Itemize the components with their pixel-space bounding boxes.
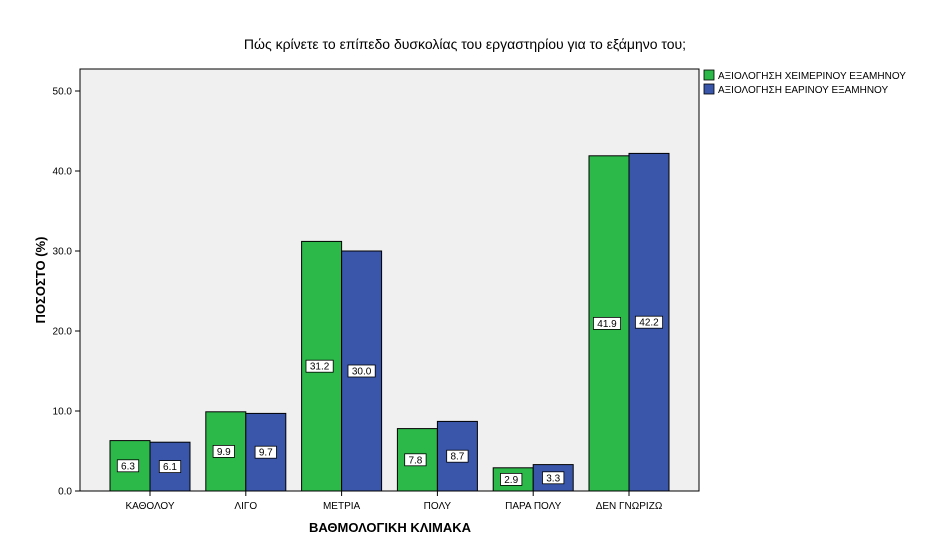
data-label: 9.7 <box>259 448 273 459</box>
legend-swatch <box>703 69 715 81</box>
data-label: 41.9 <box>597 319 617 330</box>
y-tick-label: 0.0 <box>58 487 72 498</box>
y-tick-label: 30.0 <box>53 247 73 258</box>
y-tick-label: 50.0 <box>53 87 73 98</box>
x-tick-label: ΜΕΤΡΙΑ <box>323 501 361 512</box>
data-label-box <box>347 364 376 378</box>
data-label-box <box>254 445 277 459</box>
x-axis-title: ΒΑΘΜΟΛΟΓΙΚΗ ΚΛΙΜΑΚΑ <box>309 520 472 535</box>
x-tick-label: ΠΟΛΥ <box>424 501 452 512</box>
data-label: 31.2 <box>310 362 330 373</box>
data-label-box <box>593 316 622 330</box>
x-tick-label: ΠΑΡΑ ΠΟΛΥ <box>505 501 561 512</box>
legend-label: ΑΞΙΟΛΟΓΗΣΗ ΕΑΡΙΝΟΥ ΕΞΑΜΗΝΟΥ <box>718 85 889 96</box>
legend-swatch <box>703 83 715 95</box>
data-label-box <box>500 472 523 486</box>
data-label-box <box>404 453 427 467</box>
data-label: 6.1 <box>163 462 177 473</box>
data-label: 6.3 <box>121 461 135 472</box>
data-label: 42.2 <box>639 318 659 329</box>
legend-label: ΑΞΙΟΛΟΓΗΣΗ ΧΕΙΜΕΡΙΝΟΥ ΕΞΑΜΗΝΟΥ <box>718 71 906 82</box>
y-tick-label: 20.0 <box>53 327 73 338</box>
data-label: 30.0 <box>352 367 372 378</box>
y-tick-label: 40.0 <box>53 167 73 178</box>
data-label-box <box>212 444 235 458</box>
data-label: 7.8 <box>408 455 422 466</box>
data-label: 8.7 <box>450 452 464 463</box>
bars-group: 6.3 6.1 9.9 9.7 31.2 30.0 7.8 8.7 2.9 3.3 41.9 42.2 <box>109 152 670 492</box>
data-label: 3.3 <box>546 473 560 484</box>
data-label-box <box>116 459 140 473</box>
data-label: 9.9 <box>217 447 231 458</box>
y-axis: 0.0 10.0 20.0 30.0 40.0 50.0 <box>53 87 80 498</box>
data-label: 2.9 <box>504 475 518 486</box>
x-tick-label: ΛΙΓΟ <box>234 501 257 512</box>
x-tick-label: ΚΑΘΟΛΟΥ <box>125 501 174 512</box>
legend: ΑΞΙΟΛΟΓΗΣΗ ΧΕΙΜΕΡΙΝΟΥ ΕΞΑΜΗΝΟΥ ΑΞΙΟΛΟΓΗΣΗ… <box>703 69 906 96</box>
data-label-box <box>158 460 182 474</box>
y-tick-label: 10.0 <box>53 407 73 418</box>
data-label-box <box>635 315 664 329</box>
data-label-box <box>446 449 469 463</box>
chart-title: Πώς κρίνετε το επίπεδο δυσκολίας του εργ… <box>244 36 686 52</box>
data-label-box <box>542 471 565 485</box>
x-tick-label: ΔΕΝ ΓΝΩΡΙΖΩ <box>596 501 663 512</box>
bar <box>396 428 438 492</box>
data-label-box <box>305 359 334 373</box>
y-axis-title: ΠΟΣΟΣΤΟ (%) <box>33 237 48 324</box>
x-axis: ΚΑΘΟΛΟΥ ΛΙΓΟ ΜΕΤΡΙΑ ΠΟΛΥ ΠΑΡΑ ΠΟΛΥ ΔΕΝ ΓΝΩΡΙΖ… <box>125 491 663 512</box>
